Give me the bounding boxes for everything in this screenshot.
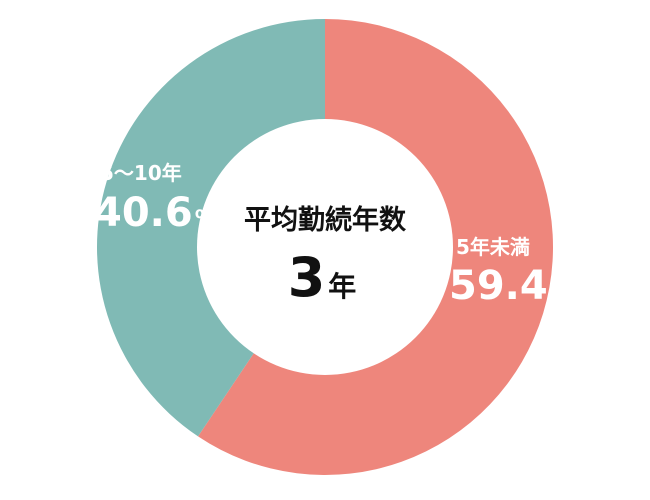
slice-label-5-10: 5～10年 — [100, 161, 182, 185]
slice-value-5-10: 40.6 — [94, 190, 193, 236]
center-unit: 年 — [328, 270, 356, 303]
center-value: 3 — [288, 246, 326, 309]
donut-hole — [197, 119, 453, 375]
slice-unit-under-5: % — [550, 280, 572, 305]
center-label: 平均勤続年数 — [244, 204, 407, 236]
slice-label-under-5: 5年未満 — [456, 235, 530, 259]
slice-value-under-5: 59.4 — [449, 263, 548, 309]
slice-value-line-5-10: 40.6% — [94, 190, 217, 236]
slice-value-line-under-5: 59.4% — [449, 263, 572, 309]
slice-unit-5-10: % — [195, 207, 217, 232]
